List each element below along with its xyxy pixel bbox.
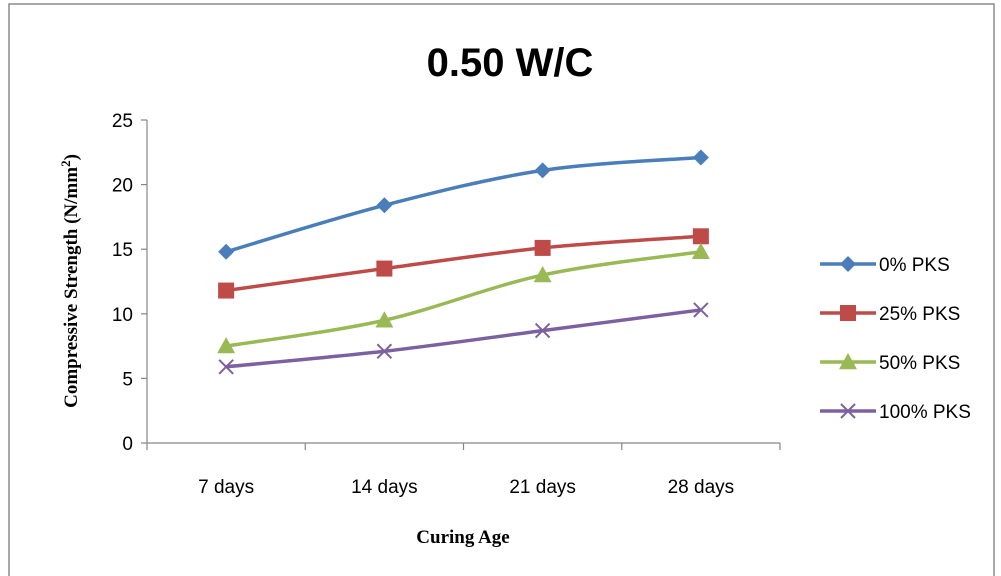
y-tick-label: 0	[122, 434, 133, 455]
legend: 0% PKS 25% PKS 50% PKS 100% PKS	[820, 255, 971, 423]
legend-label: 0% PKS	[879, 255, 950, 276]
data-point	[218, 243, 235, 260]
y-tick-label: 15	[112, 240, 133, 261]
y-tick-label: 5	[122, 369, 133, 390]
y-axis-label-end: )	[61, 154, 82, 160]
series-line	[225, 308, 702, 369]
y-tick-label: 25	[112, 111, 133, 132]
x-axis-label: Curing Age	[416, 527, 509, 548]
legend-marker	[840, 305, 856, 321]
legend-marker	[840, 256, 856, 272]
series-1	[218, 228, 709, 299]
x-tick-label: 14 days	[351, 477, 418, 498]
chart-border	[8, 3, 995, 576]
data-point	[218, 359, 234, 375]
x-tick-label: 7 days	[198, 477, 254, 498]
legend-marker	[839, 353, 857, 370]
series-line	[225, 234, 702, 293]
y-axis-label-sup: 2	[58, 160, 73, 167]
y-axis-label: Compressive Strength (N/mm2)	[58, 154, 82, 408]
data-point	[691, 242, 710, 259]
series-line	[225, 155, 702, 254]
data-point	[692, 228, 709, 245]
axes	[141, 119, 781, 450]
legend-item-1: 25% PKS	[820, 304, 960, 325]
data-point	[376, 197, 393, 214]
data-point	[534, 322, 551, 339]
data-point	[534, 162, 551, 179]
y-tick-label: 10	[112, 305, 133, 326]
legend-marker	[840, 403, 856, 419]
legend-item-0: 0% PKS	[820, 255, 950, 276]
data-point	[533, 266, 552, 283]
series-line	[225, 250, 702, 348]
data-point	[693, 302, 709, 318]
y-tick-labels: 0 5 10 15 20 25	[112, 111, 133, 455]
series-3	[218, 302, 709, 375]
series-2	[217, 242, 710, 354]
legend-label: 100% PKS	[879, 402, 971, 423]
plot-area	[217, 149, 710, 375]
data-point	[217, 337, 236, 354]
y-tick-label: 20	[112, 176, 133, 197]
series-0	[218, 149, 709, 260]
chart-title: 0.50 W/C	[427, 41, 594, 85]
data-point	[376, 260, 393, 277]
data-point	[692, 149, 709, 166]
data-point	[534, 239, 551, 256]
x-tick-labels: 7 days 14 days 21 days 28 days	[198, 477, 734, 498]
data-point	[218, 282, 235, 299]
legend-label: 50% PKS	[879, 353, 960, 374]
x-tick-label: 21 days	[509, 477, 576, 498]
y-axis-label-main: Compressive Strength (N/mm	[61, 167, 82, 408]
legend-item-2: 50% PKS	[820, 353, 960, 374]
x-tick-label: 28 days	[668, 477, 735, 498]
data-point	[376, 343, 393, 359]
data-point	[375, 311, 394, 328]
legend-item-3: 100% PKS	[820, 402, 971, 423]
legend-label: 25% PKS	[879, 304, 960, 325]
